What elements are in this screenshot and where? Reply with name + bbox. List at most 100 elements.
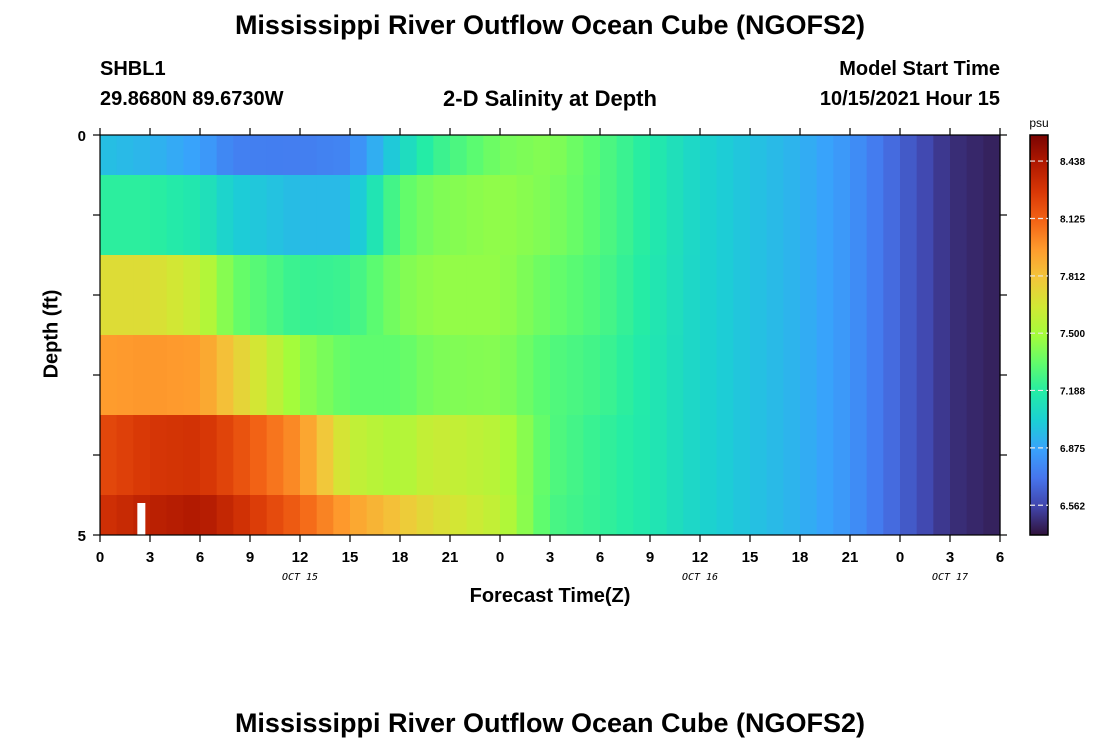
heatmap-cell <box>333 135 351 176</box>
heatmap-cell <box>666 415 684 496</box>
heatmap-cell <box>366 415 384 496</box>
heatmap-cell <box>116 335 134 416</box>
heatmap-cell <box>416 415 434 496</box>
heatmap-cell <box>350 175 368 256</box>
heatmap-cell <box>566 495 584 536</box>
heatmap-cell <box>216 175 234 256</box>
colorbar-tick-label: 7.188 <box>1060 386 1085 397</box>
heatmap-cell <box>866 415 884 496</box>
heatmap-cell <box>133 255 151 336</box>
heatmap-cell <box>450 415 468 496</box>
heatmap-cell <box>633 255 651 336</box>
heatmap-cell <box>800 255 818 336</box>
heatmap-cells <box>100 135 1001 536</box>
x-tick-label: 9 <box>246 549 254 566</box>
heatmap-cell <box>816 175 834 256</box>
heatmap-cell <box>616 495 634 536</box>
heatmap-cell <box>383 135 401 176</box>
heatmap-cell <box>716 415 734 496</box>
heatmap-cell <box>233 495 251 536</box>
heatmap-cell <box>133 415 151 496</box>
heatmap-cell <box>416 335 434 416</box>
heatmap-cell <box>283 335 301 416</box>
heatmap-cell <box>900 415 918 496</box>
heatmap-cell <box>100 175 118 256</box>
heatmap-cell <box>816 415 834 496</box>
heatmap-cell <box>400 495 418 536</box>
heatmap-cell <box>433 135 451 176</box>
heatmap-cell <box>866 135 884 176</box>
heatmap-cell <box>683 415 701 496</box>
colorbar: psu 8.438 8.125 7.812 7.500 7.188 6.875 6.562 <box>1029 116 1085 536</box>
heatmap-cell <box>983 335 1001 416</box>
heatmap-cell <box>966 495 984 536</box>
heatmap-cell <box>950 135 968 176</box>
heatmap-cell <box>333 415 351 496</box>
heatmap-cell <box>400 415 418 496</box>
heatmap-cell <box>183 175 201 256</box>
heatmap-cell <box>233 415 251 496</box>
heatmap-cell <box>983 415 1001 496</box>
heatmap-cell <box>733 175 751 256</box>
heatmap-cell <box>483 135 501 176</box>
y-tick-label: 5 <box>78 528 86 545</box>
heatmap-cell <box>683 175 701 256</box>
heatmap-cell <box>583 255 601 336</box>
heatmap-cell <box>900 335 918 416</box>
heatmap-cell <box>400 135 418 176</box>
heatmap-cell <box>750 135 768 176</box>
heatmap-cell <box>600 135 618 176</box>
x-tick-label: 18 <box>792 549 809 566</box>
heatmap-cell <box>700 135 718 176</box>
heatmap-cell <box>333 335 351 416</box>
heatmap-cell <box>500 415 518 496</box>
heatmap-cell <box>916 135 934 176</box>
heatmap-cell <box>266 135 284 176</box>
heatmap-cell <box>516 415 534 496</box>
x-tick-label: 0 <box>96 549 104 566</box>
heatmap-cell <box>900 135 918 176</box>
heatmap-cell <box>583 495 601 536</box>
heatmap-cell <box>750 495 768 536</box>
heatmap-cell <box>666 335 684 416</box>
heatmap-cell <box>700 175 718 256</box>
y-axis-label: Depth (ft) <box>40 289 63 379</box>
heatmap-cell <box>316 415 334 496</box>
heatmap-cell <box>550 415 568 496</box>
heatmap-cell <box>500 135 518 176</box>
heatmap-cell <box>666 495 684 536</box>
heatmap-cell <box>700 255 718 336</box>
x-tick-label: 21 <box>842 549 859 566</box>
heatmap-cell <box>383 255 401 336</box>
heatmap-cell <box>450 495 468 536</box>
heatmap-cell <box>300 495 318 536</box>
heatmap-cell <box>133 175 151 256</box>
heatmap-cell <box>350 335 368 416</box>
heatmap-cell <box>933 335 951 416</box>
heatmap-cell <box>400 175 418 256</box>
heatmap-cell <box>333 495 351 536</box>
x-tick-label: 15 <box>742 549 759 566</box>
colorbar-tick-label: 6.562 <box>1060 501 1085 512</box>
heatmap-cell <box>600 415 618 496</box>
heatmap-cell <box>616 175 634 256</box>
heatmap-cell <box>933 135 951 176</box>
heatmap-cell <box>883 415 901 496</box>
heatmap-cell <box>766 335 784 416</box>
heatmap-cell <box>833 415 851 496</box>
heatmap-cell <box>150 415 168 496</box>
heatmap-cell <box>500 175 518 256</box>
heatmap-cell <box>283 495 301 536</box>
heatmap-cell <box>916 175 934 256</box>
heatmap-cell <box>500 255 518 336</box>
page-title: Mississippi River Outflow Ocean Cube (NG… <box>234 10 866 40</box>
heatmap-cell <box>433 255 451 336</box>
heatmap-cell <box>966 135 984 176</box>
heatmap-cell <box>750 255 768 336</box>
heatmap-cell <box>866 175 884 256</box>
heatmap-cell <box>666 135 684 176</box>
heatmap-cell <box>633 135 651 176</box>
heatmap-cell <box>316 255 334 336</box>
heatmap-cell <box>250 495 268 536</box>
heatmap-cell <box>350 135 368 176</box>
